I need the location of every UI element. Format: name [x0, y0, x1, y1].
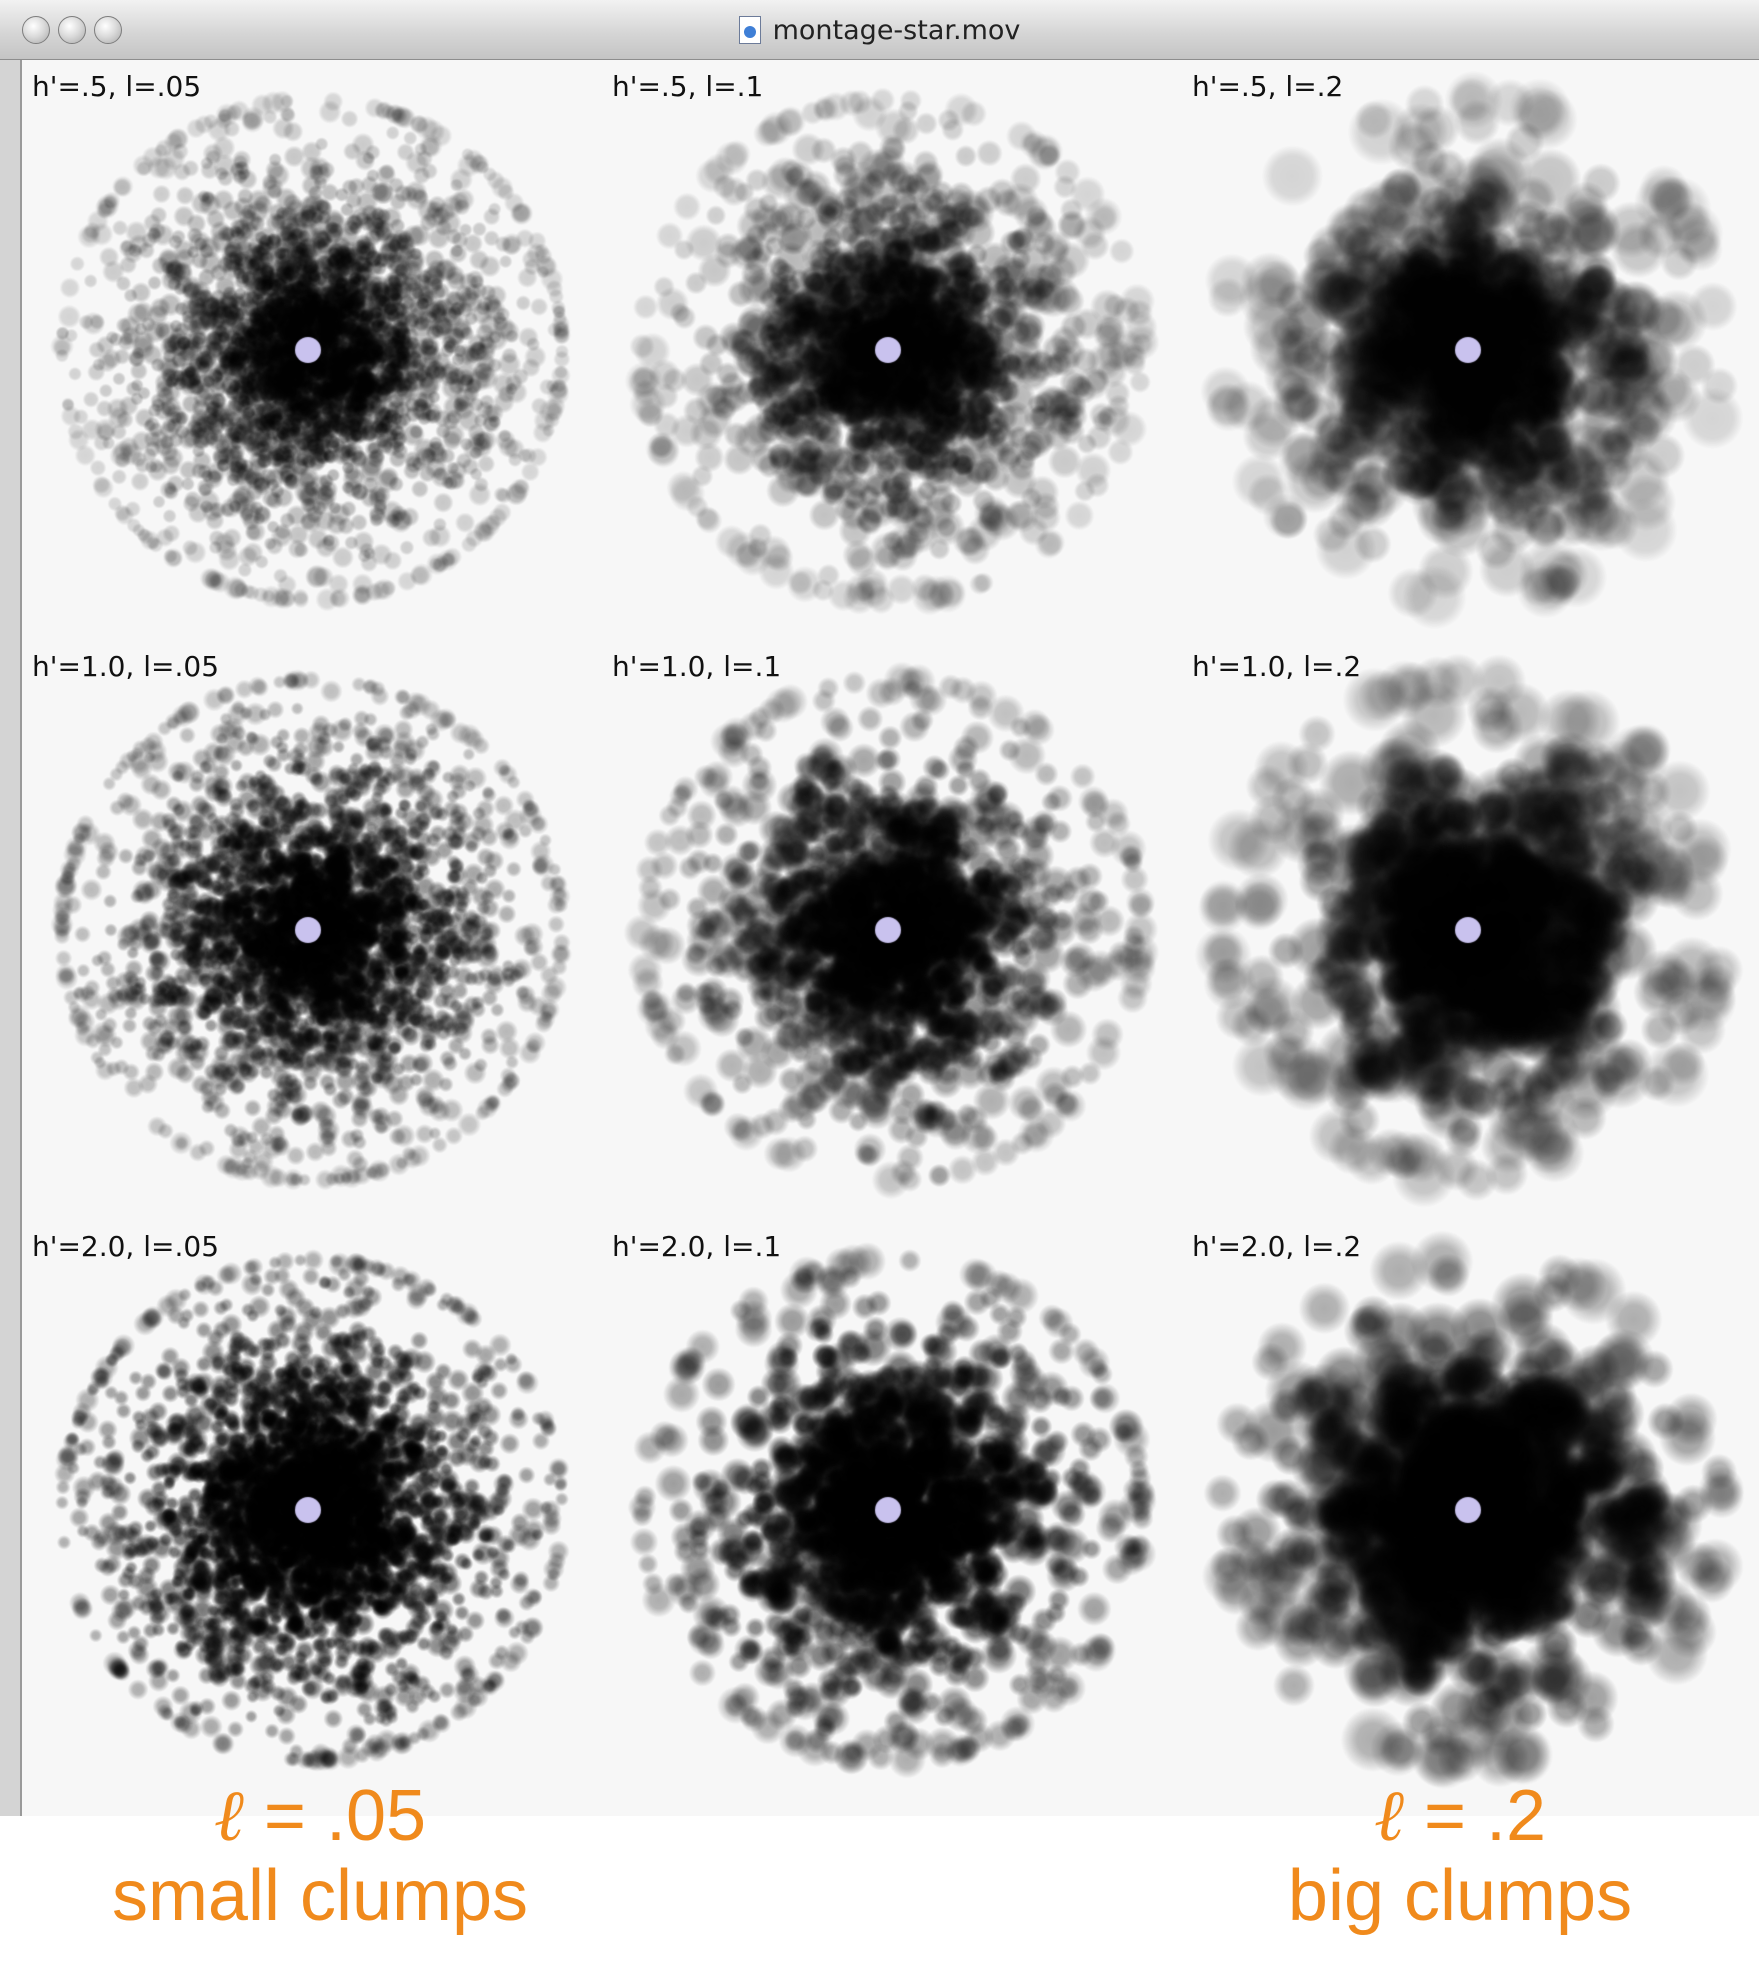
montage-panel: h'=.5, l=.1	[602, 60, 1182, 640]
particle-canvas	[1182, 60, 1759, 640]
window-title: montage-star.mov	[772, 14, 1021, 46]
ell-symbol: ℓ	[1373, 1773, 1404, 1857]
montage-panel: h'=.5, l=.05	[22, 60, 602, 640]
minimize-button[interactable]	[58, 16, 86, 44]
caption-small-clumps: ℓ = .05 small clumps	[40, 1775, 600, 1936]
particle-canvas	[22, 60, 602, 640]
particle-canvas	[1182, 1220, 1759, 1800]
window-left-edge	[0, 60, 22, 1820]
montage-panel: h'=2.0, l=.05	[22, 1220, 602, 1800]
montage-panel: h'=2.0, l=.2	[1182, 1220, 1759, 1800]
particle-canvas	[22, 1220, 602, 1800]
montage-panel: h'=1.0, l=.05	[22, 640, 602, 1220]
panel-label: h'=1.0, l=.1	[612, 650, 782, 683]
panel-label: h'=1.0, l=.2	[1192, 650, 1362, 683]
caption-small-value: = .05	[243, 1776, 427, 1856]
caption-bar	[0, 1816, 1759, 1981]
movie-file-icon	[738, 16, 761, 44]
panel-label: h'=.5, l=.1	[612, 70, 764, 103]
caption-big-text: big clumps	[1287, 1856, 1633, 1936]
particle-canvas	[22, 640, 602, 1220]
panel-label: h'=2.0, l=.05	[32, 1230, 220, 1263]
caption-small-ell-line: ℓ = .05	[40, 1775, 600, 1856]
panel-label: h'=2.0, l=.1	[612, 1230, 782, 1263]
montage-panel: h'=1.0, l=.2	[1182, 640, 1759, 1220]
particle-canvas	[602, 60, 1182, 640]
panel-label: h'=.5, l=.2	[1192, 70, 1344, 103]
montage-panel: h'=.5, l=.2	[1182, 60, 1759, 640]
particle-canvas	[602, 640, 1182, 1220]
panel-label: h'=1.0, l=.05	[32, 650, 220, 683]
particle-canvas	[1182, 640, 1759, 1220]
particle-canvas	[602, 1220, 1182, 1800]
caption-small-text: small clumps	[111, 1856, 529, 1936]
panel-label: h'=.5, l=.05	[32, 70, 202, 103]
caption-big-value: = .2	[1403, 1776, 1547, 1856]
title-bar[interactable]: montage-star.mov	[0, 0, 1759, 60]
panel-label: h'=2.0, l=.2	[1192, 1230, 1362, 1263]
zoom-button[interactable]	[94, 16, 122, 44]
window-title-group: montage-star.mov	[0, 0, 1759, 60]
montage-panel: h'=1.0, l=.1	[602, 640, 1182, 1220]
caption-big-ell-line: ℓ = .2	[1180, 1775, 1740, 1856]
caption-big-clumps: ℓ = .2 big clumps	[1180, 1775, 1740, 1936]
ell-symbol: ℓ	[213, 1773, 244, 1857]
montage-panel: h'=2.0, l=.1	[602, 1220, 1182, 1800]
close-button[interactable]	[22, 16, 50, 44]
movie-content: h'=.5, l=.05 h'=.5, l=.1 h'=.5, l=.2 h'=…	[22, 60, 1759, 1816]
